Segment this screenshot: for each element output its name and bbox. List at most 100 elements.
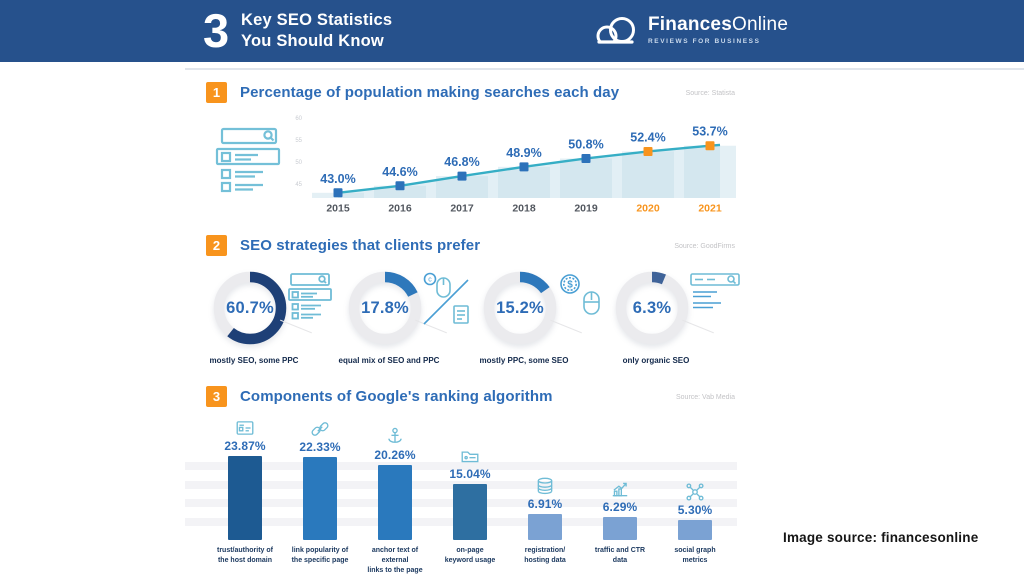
donut-caption: mostly PPC, some SEO: [479, 356, 569, 365]
value-label: 44.6%: [382, 165, 417, 179]
year-band: [560, 158, 612, 198]
donut-caption: mostly SEO, some PPC: [209, 356, 299, 365]
svg-text:$: $: [567, 280, 573, 291]
bar-column: 23.87%: [208, 418, 282, 540]
donut-percent-label: 6.3%: [632, 298, 672, 317]
donut-ring: [213, 271, 287, 345]
coin-and-mouse-icon: $: [557, 272, 607, 328]
anchor-icon: [385, 427, 405, 447]
x-axis-label: 2020: [636, 203, 660, 215]
bar: [453, 484, 487, 540]
logo-text: FinancesOnline REVIEWS FOR BUSINESS: [648, 12, 788, 45]
bar-value-label: 20.26%: [374, 448, 416, 463]
bar-category-label: registration/ hosting data: [524, 547, 566, 565]
bar-value-label: 23.87%: [224, 439, 266, 453]
section1-source: Source: Statista: [685, 90, 735, 97]
donut-percent-label: 17.8%: [361, 298, 409, 317]
bar-category-label: trust/authority of the host domain: [217, 547, 273, 565]
section3-title: Components of Google's ranking algorithm: [240, 388, 553, 405]
bar: [603, 516, 637, 540]
bar-column: 15.04%: [433, 418, 507, 540]
x-axis-label: 2018: [512, 203, 536, 215]
searches-line-chart: 60 55 50 45 43.0% 2015 44.6% 2016 46.8% 2017 48.9%…: [295, 116, 736, 215]
financesonline-logo: FinancesOnline REVIEWS FOR BUSINESS: [592, 12, 788, 57]
infographic-content: 1 Percentage of population making search…: [185, 62, 740, 576]
bar: [228, 456, 262, 540]
bar-column: 6.29%: [583, 418, 657, 540]
database-icon: [535, 476, 555, 496]
donut-item: 17.8% c equal mix of SEO and PPC: [328, 268, 469, 428]
y-tick: 45: [295, 182, 302, 188]
headline-line2: You Should Know: [241, 31, 384, 50]
bar: [678, 520, 712, 540]
y-tick: 60: [295, 116, 302, 122]
value-label: 50.8%: [568, 137, 603, 151]
section2-source: Source: GoodFirms: [674, 243, 735, 250]
bar-column: 6.91%: [508, 418, 582, 540]
value-label: 48.9%: [506, 146, 541, 160]
x-axis-label: 2015: [326, 203, 350, 215]
brand-tagline: REVIEWS FOR BUSINESS: [648, 38, 761, 45]
social-graph-icon: [685, 482, 705, 502]
headline-line1: Key SEO Statistics: [241, 11, 393, 29]
image-source-credit: Image source: financesonline: [783, 530, 979, 545]
data-marker: [519, 162, 529, 172]
donut-percent-label: 60.7%: [226, 298, 274, 317]
header-underline: [185, 68, 1024, 70]
x-axis-label: 2016: [388, 203, 412, 215]
x-axis-label: 2021: [698, 203, 722, 215]
y-tick: 50: [295, 160, 302, 166]
donut-item: 6.3% only organic SEO: [595, 268, 740, 428]
x-axis-label: 2017: [450, 203, 474, 215]
section3-number-badge: 3: [206, 386, 227, 407]
donut-ring: [615, 271, 689, 345]
bar-category-label: on-page keyword usage: [444, 547, 496, 565]
trend-line: [337, 143, 721, 194]
data-marker: [395, 181, 405, 191]
donut-ring: [348, 271, 422, 345]
data-marker: [457, 171, 467, 181]
id-card-icon: [235, 418, 255, 438]
value-label: 52.4%: [630, 130, 665, 144]
section3-source: Source: Vab Media: [675, 394, 735, 401]
bar-value-label: 22.33%: [299, 440, 341, 455]
svg-text:c: c: [428, 277, 432, 284]
organic-search-icon: [689, 272, 740, 328]
data-marker: [643, 146, 653, 156]
donut-caption: only organic SEO: [622, 356, 690, 365]
bar: [378, 465, 412, 540]
data-marker: [581, 153, 591, 163]
section1-number-badge: 1: [206, 82, 227, 103]
value-label: 46.8%: [444, 155, 479, 169]
bar-value-label: 15.04%: [449, 467, 491, 482]
year-band: [498, 166, 550, 198]
donut-item: 60.7% mostly SEO, some PPC: [193, 268, 332, 428]
bar-column: 20.26%: [358, 418, 432, 540]
brand-name: FinancesOnline: [648, 15, 788, 34]
bar: [303, 457, 337, 540]
folder-tag-icon: [460, 446, 480, 466]
bar-category-label: traffic and CTR data: [594, 547, 646, 565]
area-fill: [338, 144, 720, 198]
link-icon: [310, 419, 330, 439]
bar-value-label: 5.30%: [677, 503, 713, 518]
section2-number-badge: 2: [206, 235, 227, 256]
bar-column: 22.33%: [283, 418, 357, 540]
growth-chart-icon: [610, 479, 630, 499]
bar: [528, 514, 562, 540]
headline-title: Key SEO Statistics You Should Know: [241, 10, 392, 51]
section1-title: Percentage of population making searches…: [240, 84, 620, 101]
year-band: [436, 176, 488, 198]
bar-category-label: social graph metrics: [674, 547, 716, 565]
serp-results-icon: [287, 272, 337, 328]
bar-category-label: anchor text of external links to the pag…: [367, 547, 423, 575]
value-label: 53.7%: [692, 125, 727, 139]
data-marker: [333, 188, 343, 198]
bar-value-label: 6.29%: [602, 499, 638, 514]
year-band: [622, 151, 674, 198]
cloud-logo-icon: [592, 12, 640, 57]
bar-column: 5.30%: [658, 418, 732, 540]
bar-category-label: link popularity of the specific page: [291, 547, 349, 565]
y-tick: 55: [295, 138, 302, 144]
